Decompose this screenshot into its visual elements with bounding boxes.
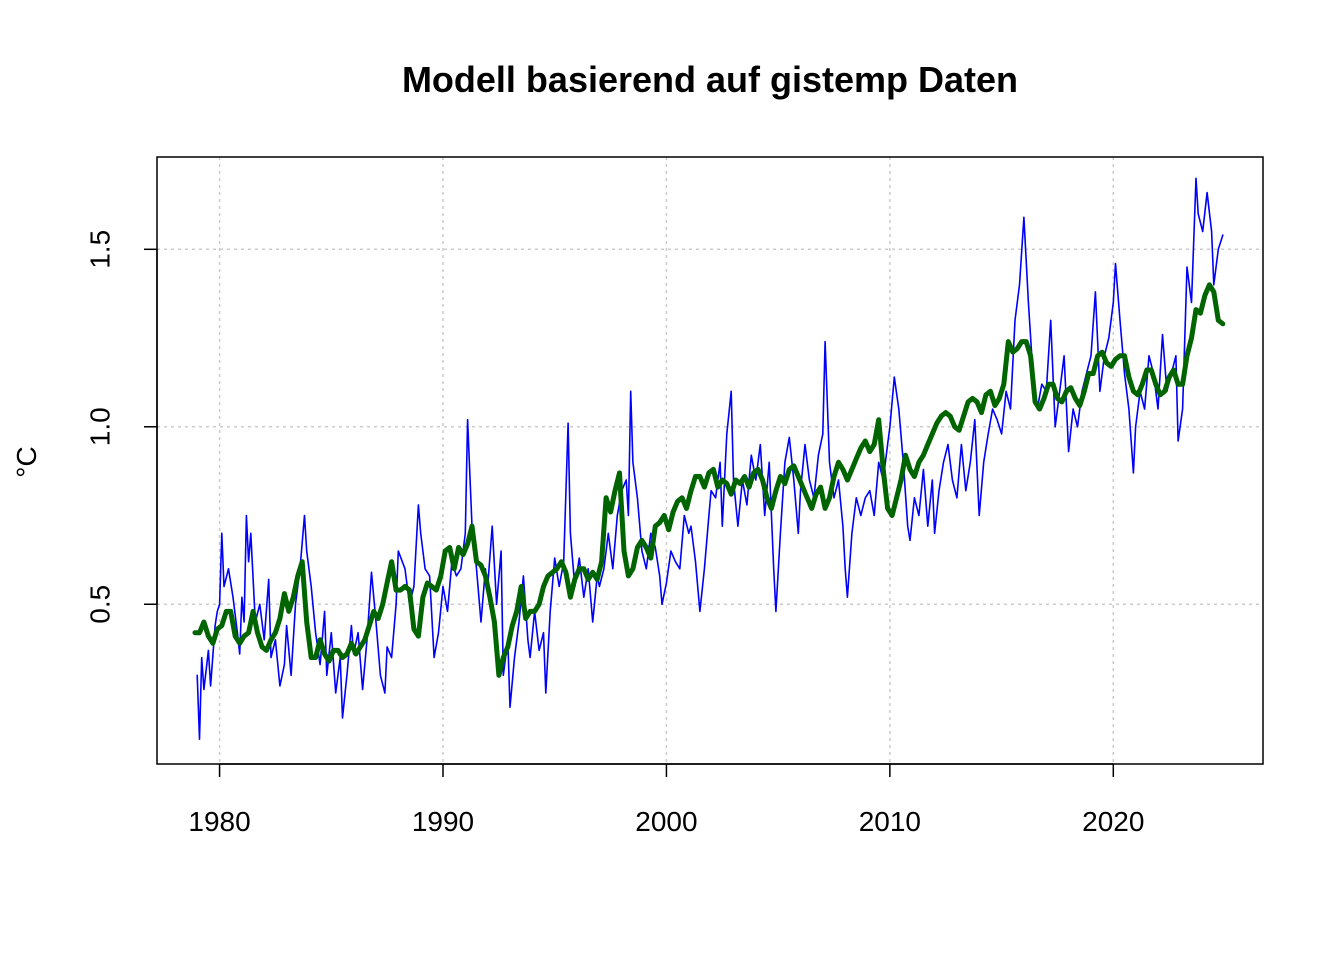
plot-frame	[156, 156, 1264, 765]
y-axis: 0.5 1.0 1.5	[84, 230, 158, 624]
x-tick-label-2000: 2000	[635, 806, 697, 837]
series-line-model	[192, 282, 1226, 678]
x-tick-label-1980: 1980	[188, 806, 250, 837]
series-line-monthly	[196, 177, 1224, 740]
x-axis: 1980 1990 2000 2010 2020	[188, 763, 1144, 837]
plot-series	[192, 177, 1226, 740]
x-tick-label-2010: 2010	[859, 806, 921, 837]
x-tick-label-1990: 1990	[412, 806, 474, 837]
y-tick-label-1.5: 1.5	[84, 230, 115, 269]
chart-title: Modell basierend auf gistemp Daten	[402, 59, 1018, 100]
y-axis-label: °C	[11, 446, 42, 477]
y-tick-label-1.0: 1.0	[84, 407, 115, 446]
grid	[157, 157, 1263, 764]
x-tick-label-2020: 2020	[1082, 806, 1144, 837]
y-tick-label-0.5: 0.5	[84, 585, 115, 624]
